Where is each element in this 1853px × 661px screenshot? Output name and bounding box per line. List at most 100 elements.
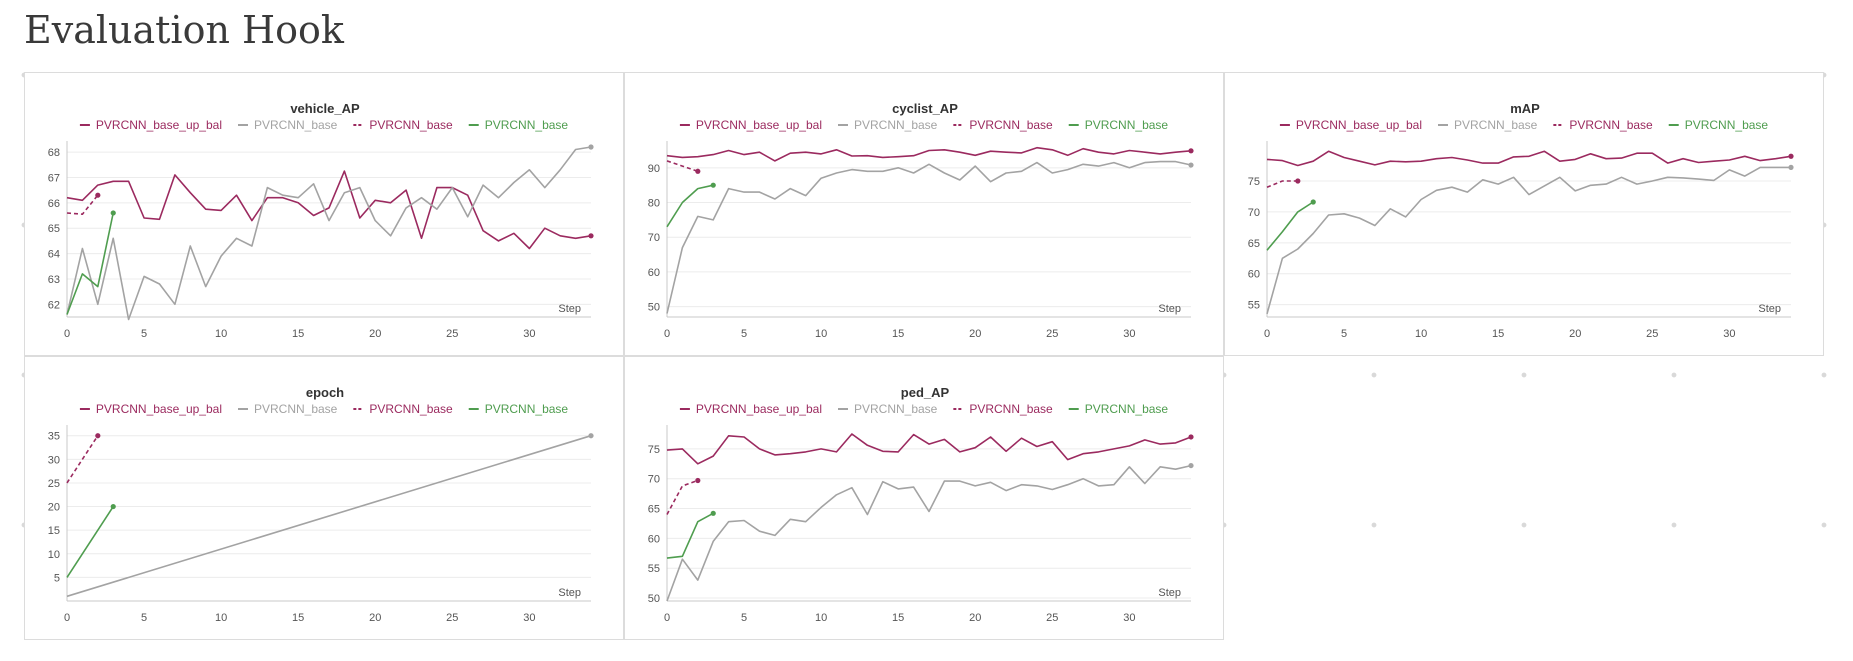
legend-label: PVRCNN_base xyxy=(485,118,569,132)
series-end-point xyxy=(710,510,716,516)
series-line[interactable] xyxy=(1266,166,1791,315)
legend-label: PVRCNN_base xyxy=(254,118,338,132)
y-tick-label: 30 xyxy=(48,454,60,466)
series-end-point xyxy=(1188,148,1194,154)
series-line[interactable] xyxy=(66,434,592,598)
legend-item[interactable]: PVRCNN_base xyxy=(353,402,453,416)
legend-item[interactable]: PVRCNN_base xyxy=(837,402,938,416)
x-tick-label: 25 xyxy=(446,612,458,624)
y-tick-label: 55 xyxy=(648,563,660,575)
legend-item[interactable]: PVRCNN_base xyxy=(1437,118,1538,132)
series-line[interactable] xyxy=(66,435,99,484)
series-end-point xyxy=(1295,178,1301,184)
y-tick-label: 68 xyxy=(48,147,60,159)
legend-item[interactable]: PVRCNN_base xyxy=(953,402,1053,416)
x-tick-label: 15 xyxy=(892,328,904,340)
x-tick-label: 0 xyxy=(664,328,670,340)
legend-item[interactable]: PVRCNN_base_up_bal xyxy=(679,118,822,132)
series-line[interactable] xyxy=(66,506,114,578)
series-line[interactable] xyxy=(66,146,592,321)
series-line[interactable] xyxy=(666,184,714,228)
y-tick-label: 64 xyxy=(48,249,60,261)
y-tick-label: 70 xyxy=(648,232,660,244)
series-end-point xyxy=(588,233,594,239)
x-axis-label: Step xyxy=(1158,587,1181,599)
panel-vehicle-ap[interactable]: vehicle_AP PVRCNN_base_up_bal PVRCNN_base P… xyxy=(24,72,624,356)
panel-map[interactable]: mAP PVRCNN_base_up_bal PVRCNN_base PVRCNN_b… xyxy=(1224,72,1824,356)
series-line[interactable] xyxy=(1266,180,1298,188)
y-tick-label: 5 xyxy=(54,572,60,584)
panel-cyclist-ap[interactable]: cyclist_AP PVRCNN_base_up_bal PVRCNN_base P… xyxy=(624,72,1224,356)
legend-label: PVRCNN_base xyxy=(369,118,453,132)
panel-epoch[interactable]: epoch PVRCNN_base_up_bal PVRCNN_base PVRCNN… xyxy=(24,356,624,640)
legend-label: PVRCNN_base xyxy=(969,402,1053,416)
legend: PVRCNN_base_up_bal PVRCNN_base PVRCNN_base… xyxy=(679,402,1169,416)
y-tick-label: 65 xyxy=(48,223,60,235)
series-line[interactable] xyxy=(666,479,699,515)
chart-title: ped_AP xyxy=(901,385,950,400)
x-tick-label: 25 xyxy=(1046,612,1058,624)
series-line[interactable] xyxy=(666,160,699,173)
x-tick-label: 5 xyxy=(141,328,147,340)
legend: PVRCNN_base_up_bal PVRCNN_base PVRCNN_base… xyxy=(79,118,569,132)
y-tick-label: 70 xyxy=(648,474,660,486)
legend-item[interactable]: PVRCNN_base xyxy=(353,118,453,132)
series-line[interactable] xyxy=(666,464,1192,602)
x-tick-label: 15 xyxy=(892,612,904,624)
x-tick-label: 15 xyxy=(292,328,304,340)
x-tick-label: 20 xyxy=(1569,328,1581,340)
legend-item[interactable]: PVRCNN_base_up_bal xyxy=(1279,118,1422,132)
y-tick-label: 70 xyxy=(1248,207,1260,219)
x-axis-label: Step xyxy=(558,303,581,315)
series-end-point xyxy=(1788,153,1794,159)
legend-label: PVRCNN_base xyxy=(485,402,569,416)
y-tick-label: 90 xyxy=(648,163,660,175)
x-tick-label: 5 xyxy=(141,612,147,624)
legend-label: PVRCNN_base xyxy=(854,402,938,416)
legend-label: PVRCNN_base_up_bal xyxy=(696,402,822,416)
series-line[interactable] xyxy=(66,212,114,315)
legend-label: PVRCNN_base xyxy=(969,118,1053,132)
panel-ped-ap[interactable]: ped_AP PVRCNN_base_up_bal PVRCNN_base PVRCN… xyxy=(624,356,1224,640)
series-line[interactable] xyxy=(66,194,99,215)
y-tick-label: 75 xyxy=(1248,176,1260,188)
x-tick-label: 30 xyxy=(1723,328,1735,340)
legend-item[interactable]: PVRCNN_base xyxy=(1068,402,1169,416)
series-line[interactable] xyxy=(66,170,592,250)
y-tick-label: 20 xyxy=(48,502,60,514)
series-end-point xyxy=(1788,164,1794,170)
series-line[interactable] xyxy=(1266,150,1792,167)
series-line[interactable] xyxy=(666,146,1192,162)
legend-item[interactable]: PVRCNN_base_up_bal xyxy=(79,118,222,132)
series-line[interactable] xyxy=(666,433,1192,465)
y-tick-label: 60 xyxy=(648,267,660,279)
legend-item[interactable]: PVRCNN_base_up_bal xyxy=(79,402,222,416)
legend-item[interactable]: PVRCNN_base xyxy=(1068,118,1169,132)
x-tick-label: 5 xyxy=(741,612,747,624)
legend-item[interactable]: PVRCNN_base xyxy=(468,402,569,416)
legend-label: PVRCNN_base xyxy=(854,118,938,132)
y-tick-label: 60 xyxy=(648,533,660,545)
legend: PVRCNN_base_up_bal PVRCNN_base PVRCNN_base… xyxy=(679,118,1169,132)
legend-item[interactable]: PVRCNN_base xyxy=(1668,118,1769,132)
y-tick-label: 50 xyxy=(648,593,660,605)
y-tick-label: 35 xyxy=(48,431,60,443)
legend-item[interactable]: PVRCNN_base xyxy=(837,118,938,132)
legend-item[interactable]: PVRCNN_base xyxy=(237,118,338,132)
series-line[interactable] xyxy=(666,160,1192,314)
legend-item[interactable]: PVRCNN_base_up_bal xyxy=(679,402,822,416)
legend-item[interactable]: PVRCNN_base xyxy=(237,402,338,416)
series-end-point xyxy=(1310,199,1316,205)
legend-item[interactable]: PVRCNN_base xyxy=(468,118,569,132)
x-tick-label: 0 xyxy=(1264,328,1270,340)
y-tick-label: 67 xyxy=(48,172,60,184)
series-line[interactable] xyxy=(1266,201,1314,251)
series-line[interactable] xyxy=(666,512,714,559)
legend: PVRCNN_base_up_bal PVRCNN_base PVRCNN_base… xyxy=(79,402,569,416)
x-tick-label: 10 xyxy=(215,612,227,624)
legend-item[interactable]: PVRCNN_base xyxy=(1553,118,1653,132)
y-tick-label: 62 xyxy=(48,299,60,311)
legend-item[interactable]: PVRCNN_base xyxy=(953,118,1053,132)
